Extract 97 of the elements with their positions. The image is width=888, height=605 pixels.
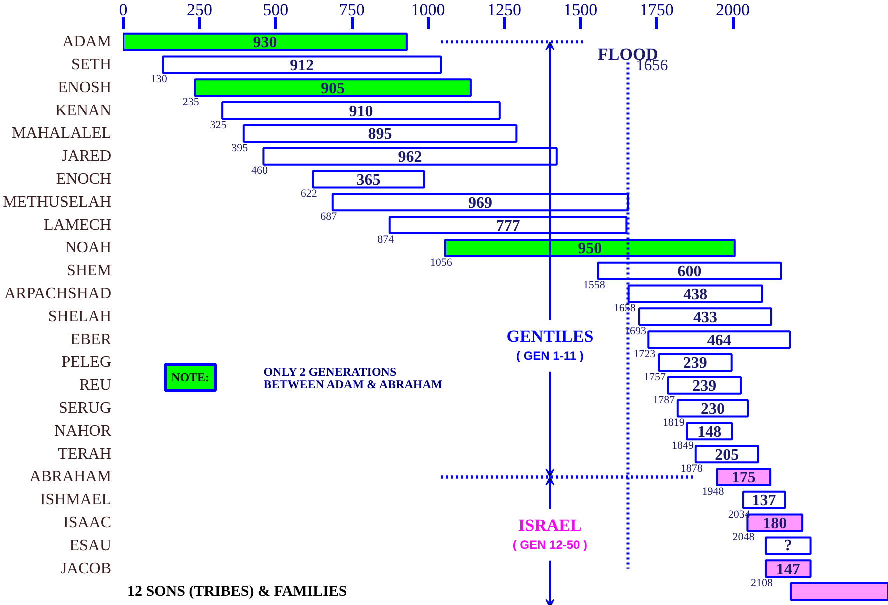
annotation: ( GEN 12-50 ) <box>512 538 588 552</box>
y-tick-label: NAHOR <box>54 422 112 440</box>
x-tick-label: 750 <box>339 0 365 20</box>
x-tick-label: 500 <box>263 0 289 20</box>
annotation: GENTILES <box>506 326 594 346</box>
annotation: 1787 <box>653 394 676 406</box>
data-label: 464 <box>707 332 732 350</box>
y-tick-label: PELEG <box>62 354 112 372</box>
y-tick-label: JARED <box>62 148 112 166</box>
y-tick-label: ENOCH <box>56 171 112 188</box>
data-label: 905 <box>321 80 346 98</box>
x-tick-label: 1750 <box>640 0 674 20</box>
data-label: 239 <box>683 355 708 372</box>
y-tick-label: ADAM <box>62 34 112 51</box>
bar <box>667 376 742 395</box>
y-tick-label: REU <box>80 377 112 394</box>
bar <box>124 32 408 52</box>
data-label: 148 <box>698 424 722 441</box>
y-tick-label: JACOB <box>60 560 112 578</box>
y-tick-label: ABRAHAM <box>30 468 112 486</box>
data-label: 438 <box>684 286 708 304</box>
y-tick-label: NOAH <box>65 240 112 257</box>
data-label: 239 <box>692 378 717 396</box>
data-label: 137 <box>752 492 776 510</box>
y-tick-label: SETH <box>72 56 112 74</box>
y-tick-label: ISAAC <box>63 514 112 532</box>
data-label: 205 <box>715 446 740 464</box>
annotation: 130 <box>150 74 168 86</box>
annotation: 1878 <box>680 462 704 475</box>
data-label: 180 <box>763 516 788 533</box>
y-tick-label: 12 SONS (TRIBES) & FAMILIES <box>128 584 348 600</box>
annotation: NOTE: <box>172 370 210 385</box>
data-label: 930 <box>253 34 278 52</box>
annotation: 325 <box>210 119 228 132</box>
y-tick-label: SHELAH <box>48 308 112 326</box>
data-label: 433 <box>693 309 718 326</box>
x-tick-label: 0 <box>119 0 128 20</box>
y-tick-label: KENAN <box>56 102 112 120</box>
y-tick-label: EBER <box>70 331 112 348</box>
x-tick-label: 1250 <box>487 0 522 20</box>
data-label: 969 <box>468 194 493 212</box>
y-tick-label: ESAU <box>70 537 112 554</box>
y-tick-label: ISHMAEL <box>40 492 112 509</box>
y-tick-label: ENOSH <box>58 79 112 96</box>
annotation: 1658 <box>614 302 636 315</box>
data-label: 962 <box>398 149 422 166</box>
annotation: 622 <box>300 188 318 200</box>
annotation: 687 <box>320 211 338 224</box>
data-label: 230 <box>700 401 725 418</box>
y-tick-label: MAHALALEL <box>12 125 112 142</box>
annotation: 1757 <box>644 371 666 384</box>
data-label: ? <box>784 537 792 554</box>
bar <box>194 78 472 98</box>
data-label: 147 <box>776 561 800 578</box>
y-tick-label: ARPACHSHAD <box>4 286 112 303</box>
bar <box>222 102 501 120</box>
annotation: 1723 <box>634 348 656 360</box>
bar <box>648 330 792 350</box>
data-label: 895 <box>368 126 392 144</box>
x-tick-label: 1000 <box>411 0 446 20</box>
y-tick-label: METHUSELAH <box>3 194 112 211</box>
annotation: 2034 <box>728 508 751 521</box>
bar <box>242 124 518 143</box>
data-label: 777 <box>496 218 520 235</box>
x-tick-label: 250 <box>186 0 212 20</box>
annotation: 1693 <box>624 326 647 338</box>
annotation: ISRAEL <box>518 516 582 535</box>
annotation: 460 <box>251 165 268 178</box>
bar <box>638 308 772 326</box>
annotation: 1819 <box>662 417 686 430</box>
data-label: 600 <box>678 264 702 281</box>
data-label: 175 <box>732 470 756 487</box>
annotation: 2108 <box>750 577 774 590</box>
annotation: 874 <box>378 234 395 246</box>
y-tick-label: SERUG <box>59 400 112 418</box>
annotation: 1056 <box>430 256 453 269</box>
y-tick-label: SHEM <box>67 262 112 280</box>
annotation: 395 <box>232 142 249 154</box>
annotation: 2048 <box>732 532 756 544</box>
x-tick-label: 1500 <box>564 0 598 20</box>
data-label: 912 <box>290 58 314 74</box>
y-tick-label: LAMECH <box>44 216 112 234</box>
annotation: 1948 <box>702 486 725 498</box>
data-label: 910 <box>349 103 374 120</box>
annotation: ONLY 2 GENERATIONS BETWEEN ADAM & ABRAHAM <box>264 364 443 392</box>
bar <box>658 353 733 372</box>
bar <box>162 56 442 74</box>
bar <box>764 536 812 556</box>
bar <box>312 170 426 189</box>
annotation: 235 <box>182 96 200 109</box>
x-tick-label: 2000 <box>716 0 750 20</box>
annotation: 1558 <box>583 280 606 292</box>
annotation: 1849 <box>672 440 695 452</box>
data-label: 950 <box>578 240 602 258</box>
annotation: ( GEN 1-11 ) <box>516 348 584 363</box>
y-tick-label: TERAH <box>58 446 112 463</box>
data-label: 365 <box>356 172 381 190</box>
